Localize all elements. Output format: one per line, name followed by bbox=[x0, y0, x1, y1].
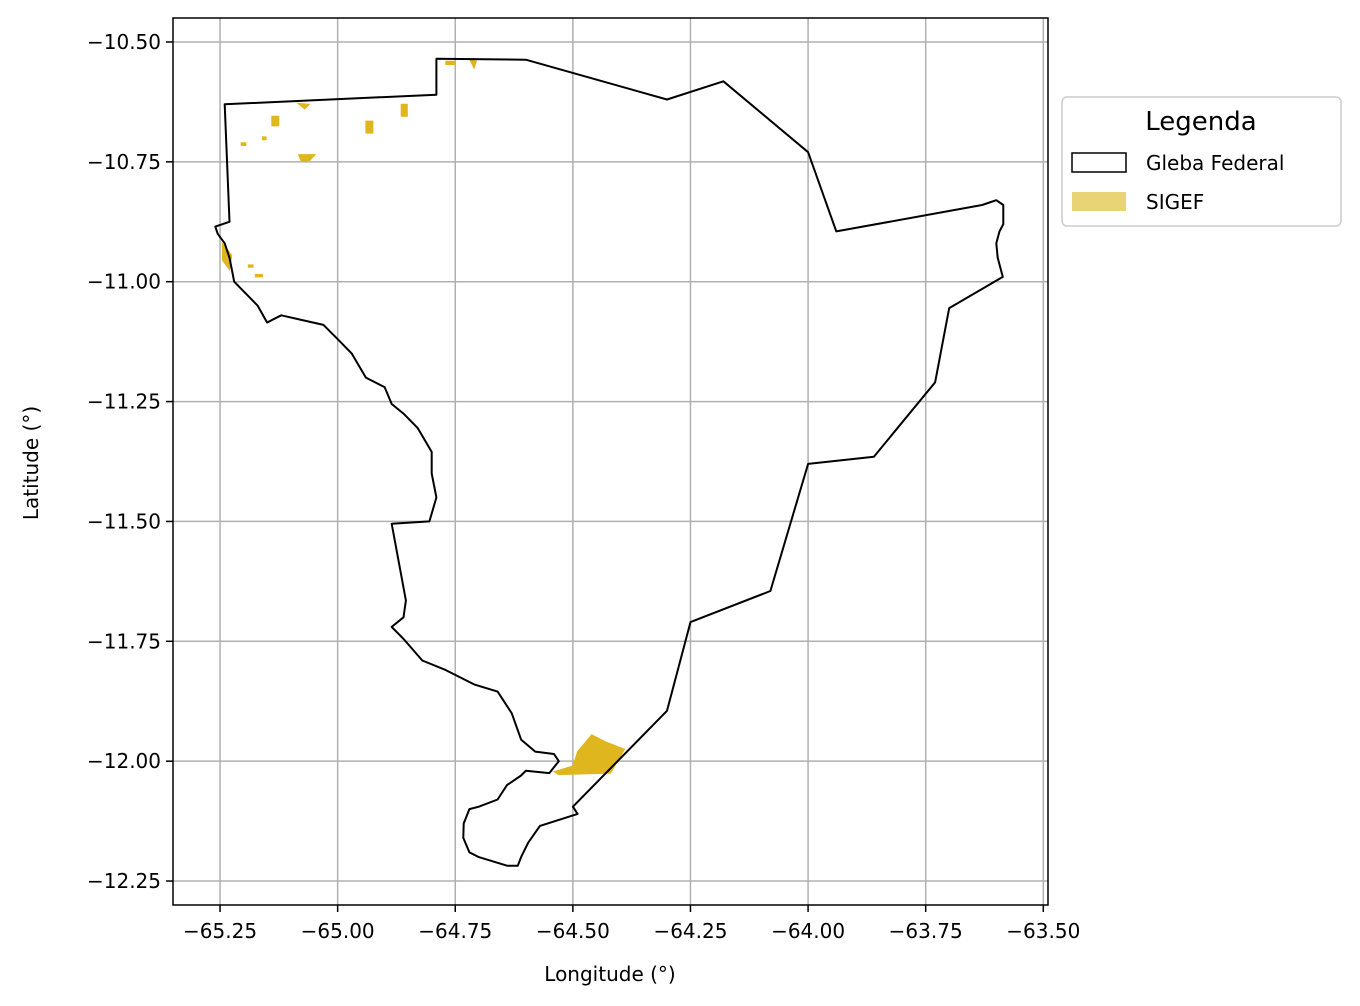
x-tick-label: −65.25 bbox=[183, 919, 257, 943]
x-tick-label: −63.50 bbox=[1006, 919, 1080, 943]
x-tick-label: −64.75 bbox=[418, 919, 492, 943]
sigef-parcel bbox=[400, 103, 408, 117]
gleba-federal-boundary bbox=[214, 57, 1005, 867]
sigef-parcel bbox=[261, 136, 267, 141]
x-tick-label: −65.00 bbox=[301, 919, 375, 943]
y-tick-label: −11.50 bbox=[87, 509, 161, 533]
x-tick-label: −63.75 bbox=[889, 919, 963, 943]
y-tick-label: −12.25 bbox=[87, 869, 161, 893]
sigef-parcel bbox=[254, 274, 263, 278]
y-tick-label: −11.00 bbox=[87, 270, 161, 294]
x-tick-label: −64.00 bbox=[771, 919, 845, 943]
legend-label-sigef: SIGEF bbox=[1146, 190, 1204, 214]
sigef-parcel bbox=[240, 142, 247, 146]
x-axis-ticks: −65.25 −65.00 −64.75 −64.50 −64.25 −64.00 −63.… bbox=[183, 905, 1080, 943]
y-tick-label: −10.75 bbox=[87, 150, 161, 174]
y-tick-label: −11.25 bbox=[87, 390, 161, 414]
y-tick-label: −10.50 bbox=[87, 30, 161, 54]
sigef-parcel bbox=[445, 60, 456, 65]
x-axis-label: Longitude (°) bbox=[544, 962, 675, 986]
y-tick-label: −12.00 bbox=[87, 749, 161, 773]
sigef-parcel bbox=[365, 120, 374, 134]
sigef-parcel bbox=[271, 115, 280, 127]
legend-title: Legenda bbox=[1145, 107, 1256, 137]
legend-swatch-sigef bbox=[1072, 192, 1126, 211]
sigef-parcel bbox=[221, 241, 233, 271]
sigef-parcel bbox=[297, 154, 317, 162]
y-axis-label: Latitude (°) bbox=[19, 406, 43, 520]
plot-frame bbox=[172, 17, 1049, 906]
y-tick-label: −11.75 bbox=[87, 629, 161, 653]
sigef-layer bbox=[221, 57, 626, 776]
legend-swatch-gleba-federal bbox=[1071, 152, 1127, 173]
sigef-parcel bbox=[296, 102, 311, 110]
x-tick-label: −64.50 bbox=[536, 919, 610, 943]
x-tick-label: −64.25 bbox=[653, 919, 727, 943]
y-axis-ticks: −10.50 −10.75 −11.00 −11.25 −11.50 −11.75 −12.… bbox=[87, 30, 173, 893]
sigef-parcel bbox=[552, 734, 626, 776]
gleba-federal-layer bbox=[214, 57, 1005, 867]
legend-box bbox=[1061, 96, 1342, 227]
legend-label-gleba-federal: Gleba Federal bbox=[1146, 151, 1284, 175]
legend: Legenda Gleba Federal SIGEF bbox=[1061, 96, 1342, 227]
sigef-parcel bbox=[247, 264, 254, 268]
